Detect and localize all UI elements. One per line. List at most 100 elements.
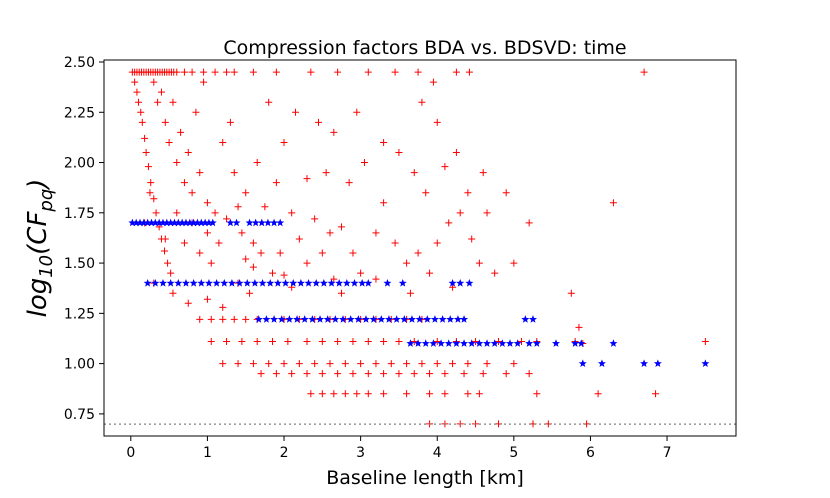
bda-point bbox=[207, 315, 215, 323]
bdsvd-point bbox=[312, 278, 321, 287]
bdsvd-point bbox=[308, 315, 317, 323]
y-tick-label: 1.75 bbox=[64, 206, 95, 222]
bda-point bbox=[303, 259, 311, 267]
bdsvd-point bbox=[254, 315, 263, 323]
bda-point bbox=[131, 78, 139, 86]
bda-point bbox=[138, 118, 146, 126]
bdsvd-point bbox=[525, 339, 534, 347]
bda-point bbox=[406, 289, 414, 297]
bdsvd-point bbox=[189, 278, 198, 287]
bda-point bbox=[242, 315, 250, 323]
bda-point bbox=[372, 275, 380, 283]
plot-frame bbox=[103, 59, 737, 437]
bda-point bbox=[364, 370, 372, 378]
bdsvd-point bbox=[327, 278, 336, 287]
bda-point bbox=[441, 370, 449, 378]
bda-point bbox=[518, 337, 526, 345]
bda-point bbox=[184, 299, 192, 307]
bda-point bbox=[272, 179, 280, 187]
bdsvd-point bbox=[339, 315, 348, 323]
bda-point bbox=[223, 68, 231, 76]
y-tick-label: 2.25 bbox=[64, 105, 95, 121]
bda-point bbox=[426, 390, 434, 398]
bdsvd-point bbox=[174, 218, 183, 227]
bda-point bbox=[246, 289, 254, 297]
bdsvd-point bbox=[437, 339, 446, 347]
bda-point bbox=[360, 159, 368, 167]
bda-point bbox=[414, 68, 422, 76]
bda-point bbox=[146, 189, 154, 197]
bdsvd-point bbox=[384, 315, 393, 323]
x-tick-label: 7 bbox=[663, 445, 672, 461]
bda-point bbox=[147, 179, 155, 187]
bdsvd-point bbox=[456, 278, 465, 287]
bdsvd-point bbox=[350, 278, 359, 287]
y-label-cf: (CF bbox=[23, 211, 53, 255]
bdsvd-point bbox=[226, 218, 235, 227]
bdsvd-point bbox=[446, 315, 455, 323]
bda-point bbox=[280, 271, 288, 279]
bdsvd-point bbox=[273, 278, 282, 287]
bda-point bbox=[330, 390, 338, 398]
bda-point bbox=[452, 68, 460, 76]
bda-point bbox=[169, 98, 177, 106]
bdsvd-point bbox=[406, 339, 415, 347]
bdsvd-point bbox=[181, 218, 190, 227]
bda-point bbox=[334, 68, 342, 76]
bdsvd-point bbox=[421, 339, 430, 347]
bda-point bbox=[464, 360, 472, 368]
bda-point bbox=[483, 360, 491, 368]
bdsvd-point bbox=[128, 218, 137, 227]
bdsvd-point bbox=[571, 339, 580, 347]
bda-point bbox=[280, 138, 288, 146]
bda-point bbox=[196, 315, 204, 323]
y-label-sub-10: 10 bbox=[36, 255, 57, 278]
bda-point bbox=[223, 215, 231, 223]
bda-point bbox=[403, 259, 411, 267]
bda-point bbox=[249, 263, 257, 271]
bda-point bbox=[238, 337, 246, 345]
x-axis-label: Baseline length [km] bbox=[326, 467, 524, 489]
bdsvd-point bbox=[162, 218, 171, 227]
bda-point bbox=[468, 235, 476, 243]
bda-point bbox=[257, 249, 265, 257]
bdsvd-point bbox=[609, 339, 618, 347]
bda-point bbox=[284, 337, 292, 345]
bda-point bbox=[479, 169, 487, 177]
bda-point bbox=[441, 163, 449, 171]
bdsvd-point bbox=[452, 339, 461, 347]
bda-point bbox=[449, 360, 457, 368]
bda-point bbox=[349, 370, 357, 378]
bdsvd-point bbox=[513, 339, 522, 347]
bdsvd-point bbox=[158, 278, 167, 287]
bda-point bbox=[226, 118, 234, 126]
bda-point bbox=[491, 269, 499, 277]
bdsvd-point bbox=[551, 339, 560, 347]
bdsvd-point bbox=[577, 339, 586, 347]
bdsvd-point bbox=[400, 315, 409, 323]
bdsvd-point bbox=[597, 359, 606, 368]
bda-point bbox=[173, 68, 181, 76]
bda-point bbox=[137, 108, 145, 116]
y-label-sub-pq: pq bbox=[36, 189, 57, 213]
bda-point bbox=[150, 78, 158, 86]
bda-point bbox=[456, 209, 464, 217]
bda-point bbox=[303, 337, 311, 345]
bdsvd-point bbox=[270, 218, 279, 227]
bda-point bbox=[452, 148, 460, 156]
bda-point bbox=[318, 249, 326, 257]
bdsvd-point bbox=[170, 218, 179, 227]
bda-point bbox=[533, 390, 541, 398]
bda-point bbox=[609, 199, 617, 207]
bda-point bbox=[165, 138, 173, 146]
bda-point bbox=[196, 249, 204, 257]
bda-point bbox=[349, 249, 357, 257]
bda-point bbox=[337, 223, 345, 231]
bda-point bbox=[311, 360, 319, 368]
bdsvd-point bbox=[453, 315, 462, 323]
bdsvd-point bbox=[281, 278, 290, 287]
bdsvd-point bbox=[243, 278, 252, 287]
bdsvd-point bbox=[506, 339, 515, 347]
bdsvd-point bbox=[166, 278, 175, 287]
bda-point bbox=[380, 390, 388, 398]
